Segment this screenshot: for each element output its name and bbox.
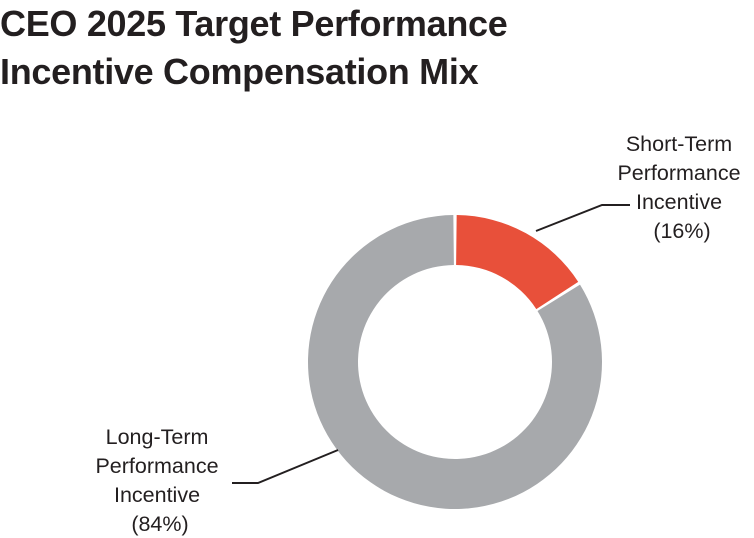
chart-title: CEO 2025 Target Performance Incentive Co… bbox=[0, 0, 508, 96]
label-long-term: Long-Term Performance Incentive (84%) bbox=[95, 425, 224, 536]
label-short-term-line-2: Performance bbox=[617, 161, 740, 185]
chart-title-line-1: CEO 2025 Target Performance bbox=[0, 3, 508, 44]
label-long-term-line-2: Performance bbox=[95, 454, 218, 478]
label-short-term-line-1: Short-Term bbox=[626, 132, 732, 156]
label-short-term-line-4: (16%) bbox=[653, 219, 710, 243]
chart-title-line-2: Incentive Compensation Mix bbox=[0, 51, 479, 92]
label-long-term-line-3: Incentive bbox=[114, 483, 200, 507]
donut-slices bbox=[308, 215, 602, 510]
label-short-term-line-3: Incentive bbox=[636, 190, 722, 214]
donut-slice-long-term bbox=[308, 215, 602, 510]
donut-slice-short-term bbox=[456, 215, 579, 310]
leader-line-long-term bbox=[232, 449, 339, 484]
label-long-term-line-1: Long-Term bbox=[106, 425, 209, 449]
leader-line-short-term bbox=[535, 204, 630, 232]
label-long-term-line-4: (84%) bbox=[131, 512, 188, 536]
label-short-term: Short-Term Performance Incentive (16%) bbox=[617, 132, 746, 243]
